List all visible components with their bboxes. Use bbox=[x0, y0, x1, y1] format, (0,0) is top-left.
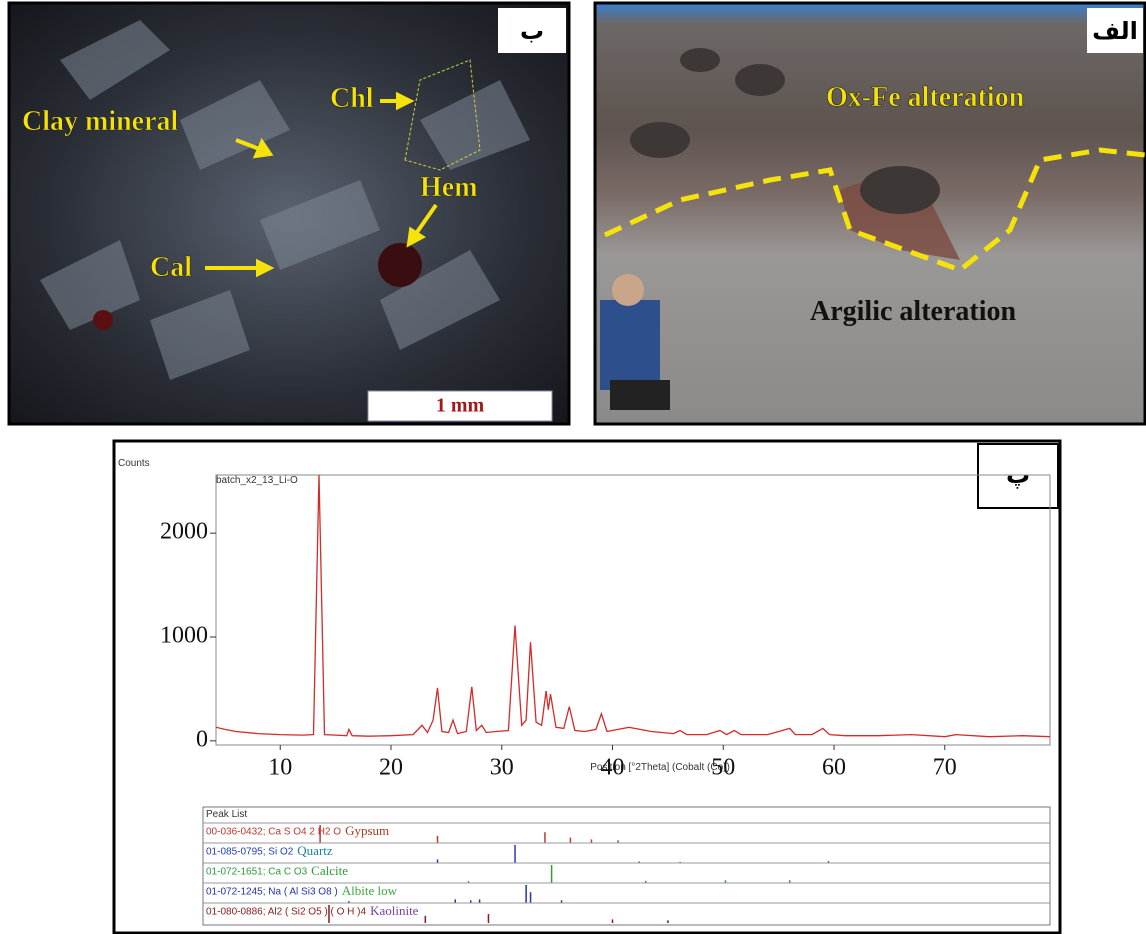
x-tick-label: 70 bbox=[933, 755, 957, 781]
x-tick-label: 40 bbox=[601, 755, 625, 781]
scale-bar: 1 mm bbox=[436, 395, 485, 417]
x-tick-label: 50 bbox=[711, 755, 735, 781]
phase-name: Calcite bbox=[311, 863, 348, 878]
y-axis-label: Counts bbox=[118, 458, 150, 469]
mineral-label: Cal bbox=[150, 252, 192, 283]
phase-name: Quartz bbox=[297, 843, 333, 858]
outcrop-panel: الف Ox-Fe alteration Argilic alteration bbox=[595, 3, 1145, 424]
xrd-panel: پ Counts batch_x2_13_Li-O Position [°2Th… bbox=[114, 441, 1060, 933]
mineral-label: Chl bbox=[330, 83, 374, 114]
micrograph-panel: ب Clay mineral Chl Hem Cal 1 mm bbox=[9, 3, 569, 424]
phase-name: Kaolinite bbox=[370, 903, 419, 918]
corner-label: ب bbox=[520, 17, 544, 45]
hematite bbox=[378, 243, 422, 287]
x-tick-label: 20 bbox=[379, 755, 403, 781]
y-tick-label: 1000 bbox=[160, 623, 208, 649]
hematite bbox=[93, 310, 113, 330]
zone-label: Argilic alteration bbox=[810, 296, 1016, 327]
sample-name: batch_x2_13_Li-O bbox=[216, 475, 298, 486]
corner-label: الف bbox=[1092, 17, 1138, 45]
phase-name: Albite low bbox=[342, 883, 398, 898]
mineral-label: Hem bbox=[420, 172, 478, 203]
x-tick-label: 10 bbox=[268, 755, 292, 781]
peak-list-title: Peak List bbox=[206, 809, 247, 820]
y-tick-label: 2000 bbox=[160, 519, 208, 545]
mineral-label: Clay mineral bbox=[22, 106, 179, 137]
phase-name: Gypsum bbox=[345, 823, 389, 838]
zone-label: Ox-Fe alteration bbox=[826, 82, 1025, 113]
x-tick-label: 30 bbox=[490, 755, 514, 781]
x-tick-label: 60 bbox=[822, 755, 846, 781]
chart-frame bbox=[114, 441, 1060, 933]
y-tick-label: 0 bbox=[196, 726, 208, 752]
figure: ب Clay mineral Chl Hem Cal 1 mm الف Ox-F… bbox=[0, 0, 1146, 934]
